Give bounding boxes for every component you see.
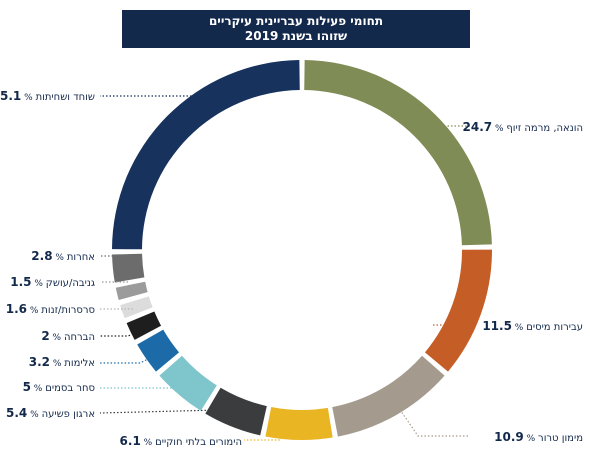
slice-label: 11.5 % עבירות מיסים bbox=[482, 319, 583, 333]
slice-name: שוחד ושחיתות bbox=[36, 92, 95, 103]
slice-label: 24.7 % הונאה, מרמה זיוף bbox=[463, 120, 584, 134]
slice-label: 3.2 % אלימות bbox=[29, 355, 95, 369]
slice-name: הונאה, מרמה זיוף bbox=[506, 123, 583, 134]
donut-slice bbox=[137, 329, 180, 372]
donut-slice bbox=[120, 296, 153, 319]
slice-label: 5 % סחר בסמים bbox=[23, 380, 95, 394]
slice-percent-sign: % bbox=[141, 438, 155, 448]
donut-slice bbox=[424, 249, 492, 372]
slice-label: 1.5 % גניבה/עושק bbox=[10, 275, 95, 289]
slice-value: 2 bbox=[41, 329, 49, 343]
slice-name: עבירות מיסים bbox=[526, 322, 583, 333]
slice-name: גניבה/עושק bbox=[46, 278, 95, 289]
slice-name: ארגון פשיעה bbox=[42, 409, 95, 420]
slice-percent-sign: % bbox=[53, 253, 67, 263]
chart-subtitle: שזוהו בשנת 2019 bbox=[244, 29, 348, 43]
chart-title: תחומי פעילות עבריינית עיקריים bbox=[208, 14, 384, 28]
donut-slice bbox=[159, 355, 217, 411]
slice-percent-sign: % bbox=[524, 434, 538, 444]
slice-name: הימורים בלתי חוקיים bbox=[155, 437, 242, 448]
slice-label: 2 % הברחה bbox=[41, 329, 95, 343]
slice-label: 2.8 % אחרות bbox=[31, 249, 95, 263]
slice-value: 5.4 bbox=[6, 406, 27, 420]
donut-slice bbox=[112, 253, 145, 283]
donut-slice bbox=[115, 281, 148, 300]
slice-value: 1.5 bbox=[10, 275, 31, 289]
slice-percent-sign: % bbox=[32, 279, 46, 289]
slice-value: 5 bbox=[23, 380, 31, 394]
slice-value: 10.9 bbox=[494, 430, 524, 444]
slice-name: סחר בסמים bbox=[45, 383, 95, 394]
leader-line bbox=[391, 397, 468, 437]
slice-label: 6.1 % הימורים בלתי חוקיים bbox=[120, 434, 242, 448]
slice-percent-sign: % bbox=[21, 93, 35, 103]
leader-line bbox=[99, 409, 221, 414]
slice-value: 11.5 bbox=[482, 319, 512, 333]
slice-percent-sign: % bbox=[27, 306, 41, 316]
donut-slice bbox=[265, 407, 333, 440]
slice-name: סרסרות/זנות bbox=[41, 305, 95, 316]
slice-label: 5.4 % ארגון פשיעה bbox=[6, 406, 95, 420]
slice-value: 25.1 bbox=[0, 89, 21, 103]
slice-value: 3.2 bbox=[29, 355, 50, 369]
slice-percent-sign: % bbox=[27, 410, 41, 420]
slice-value: 2.8 bbox=[31, 249, 52, 263]
slice-label: 1.6 % סרסרות/זנות bbox=[6, 302, 95, 316]
slice-percent-sign: % bbox=[50, 359, 64, 369]
slice-percent-sign: % bbox=[512, 323, 526, 333]
slice-name: אחרות bbox=[67, 252, 95, 263]
donut-slice bbox=[205, 387, 267, 436]
slice-percent-sign: % bbox=[492, 124, 506, 134]
leader-line bbox=[100, 351, 163, 364]
slice-percent-sign: % bbox=[31, 384, 45, 394]
slice-name: מימון טרור bbox=[538, 433, 583, 444]
slice-label: 25.1 % שוחד ושחיתות bbox=[0, 89, 95, 103]
slice-label: 10.9 % מימון טרור bbox=[494, 430, 583, 444]
slice-percent-sign: % bbox=[50, 333, 64, 343]
slice-value: 24.7 bbox=[463, 120, 493, 134]
donut-slice bbox=[112, 60, 300, 250]
chart-title-box: תחומי פעילות עבריינית עיקריים שזוהו בשנת… bbox=[122, 10, 470, 48]
donut-slice bbox=[304, 60, 492, 246]
slice-name: הברחה bbox=[64, 332, 95, 343]
slice-value: 6.1 bbox=[120, 434, 141, 448]
donut-slice bbox=[332, 355, 445, 437]
slice-value: 1.6 bbox=[6, 302, 27, 316]
slice-name: אלימות bbox=[64, 358, 95, 369]
